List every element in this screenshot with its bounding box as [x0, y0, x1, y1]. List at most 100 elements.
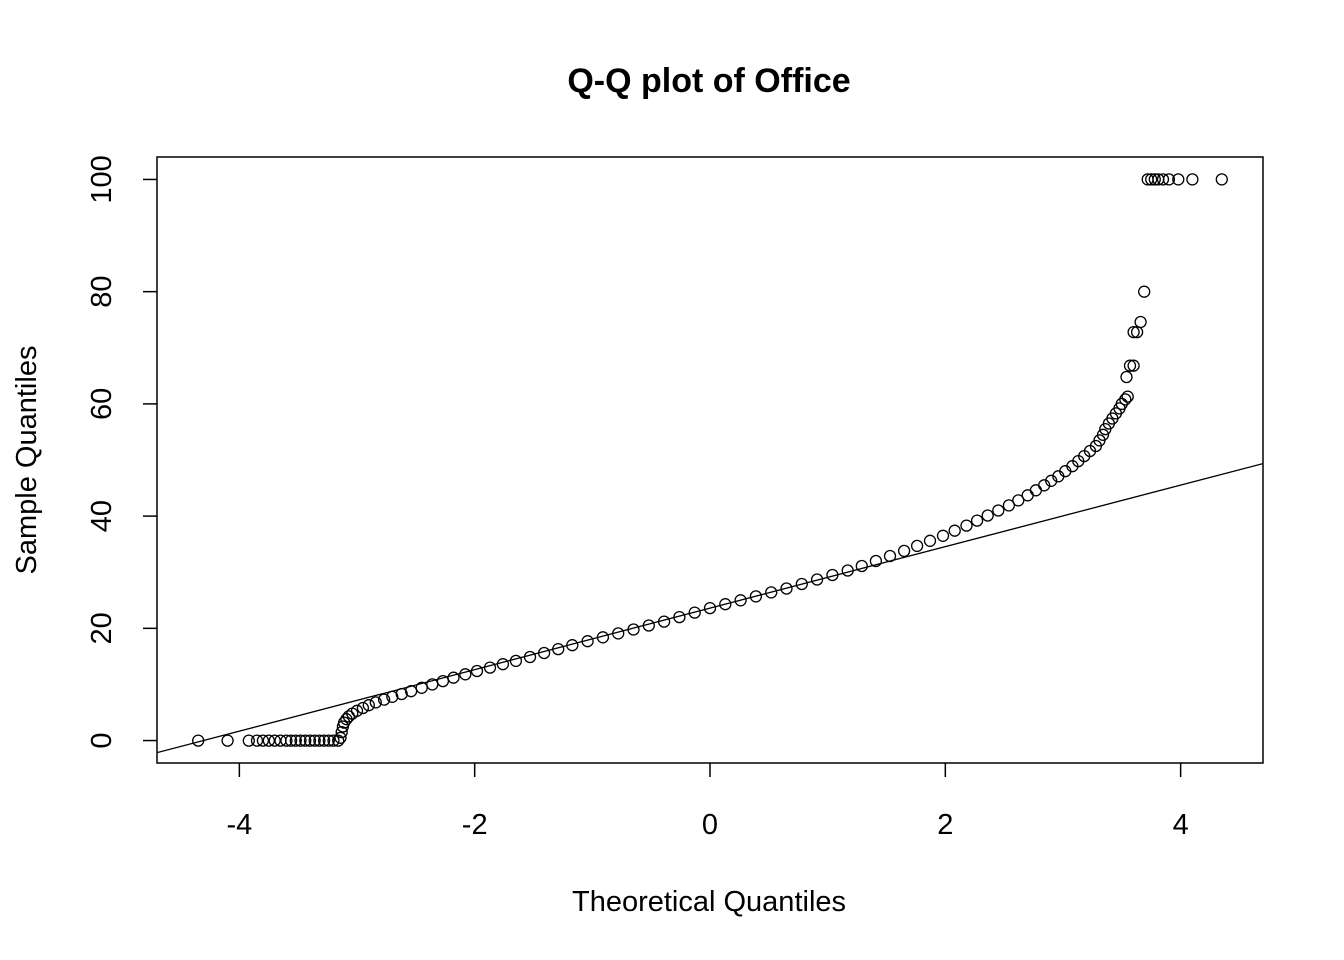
data-point: [1002, 499, 1016, 512]
data-point: [581, 635, 594, 648]
data-point: [749, 590, 763, 603]
data-point: [1156, 173, 1170, 186]
data-point: [256, 734, 270, 747]
data-point: [447, 671, 460, 684]
reference-line: [157, 462, 1263, 754]
data-point: [436, 674, 450, 688]
data-point: [284, 734, 298, 747]
data-point: [1134, 315, 1147, 329]
data-point: [960, 519, 973, 532]
data-point: [657, 615, 671, 628]
data-point: [395, 687, 408, 701]
data-point: [936, 529, 950, 542]
data-point: [1029, 484, 1043, 497]
data-point: [1186, 173, 1199, 186]
data-point: [869, 554, 883, 568]
data-point: [332, 734, 345, 747]
y-tick-label: 20: [86, 612, 118, 644]
data-point: [1123, 359, 1137, 372]
x-tick-label: 2: [937, 809, 953, 841]
data-point: [369, 696, 382, 709]
data-point: [673, 610, 686, 624]
data-point: [992, 504, 1005, 517]
data-point: [509, 654, 523, 668]
data-point: [883, 549, 897, 563]
data-point: [627, 623, 640, 636]
x-tick-label: -2: [462, 809, 488, 841]
data-point: [470, 664, 484, 678]
data-point: [342, 710, 355, 723]
data-point: [1145, 173, 1158, 186]
data-point: [242, 734, 255, 747]
y-axis-label: Sample Quantiles: [11, 346, 43, 575]
data-point: [262, 734, 275, 747]
data-point: [221, 734, 234, 747]
data-point: [948, 524, 961, 537]
data-point: [596, 631, 610, 644]
data-point: [1045, 474, 1058, 487]
data-point: [317, 734, 331, 747]
y-tick-label: 80: [86, 276, 118, 308]
x-axis-label: Theoretical Quantiles: [572, 886, 846, 918]
data-point: [335, 725, 348, 739]
data-point: [642, 619, 655, 632]
data-point: [810, 573, 824, 586]
data-point: [1119, 393, 1132, 406]
data-point: [268, 734, 281, 747]
data-point: [1012, 494, 1025, 507]
data-point: [841, 564, 854, 577]
data-point: [765, 586, 778, 599]
data-point: [313, 734, 326, 747]
data-point: [1121, 390, 1134, 403]
data-point: [334, 731, 347, 744]
data-point: [780, 582, 793, 595]
plot-frame: [156, 156, 1264, 764]
x-tick-label: -4: [226, 809, 252, 841]
data-point: [910, 539, 924, 553]
data-point: [289, 734, 302, 747]
data-point: [897, 544, 911, 558]
data-point: [1096, 428, 1110, 441]
data-point: [404, 685, 418, 698]
y-tick-label: 100: [86, 155, 118, 203]
chart-title: Q-Q plot of Office: [567, 62, 850, 100]
data-point: [734, 594, 747, 607]
data-point: [377, 693, 391, 706]
data-point: [855, 559, 868, 573]
data-point: [356, 701, 370, 715]
data-point: [496, 658, 510, 671]
data-point: [566, 639, 579, 652]
data-point: [719, 598, 732, 611]
data-point: [459, 668, 472, 681]
data-point: [923, 534, 937, 547]
data-point: [483, 661, 497, 674]
data-point: [1127, 359, 1140, 372]
x-axis: -4 -2 0 2 4: [226, 763, 1189, 841]
data-point: [795, 577, 808, 591]
data-point: [303, 734, 317, 747]
x-tick-label: 0: [702, 809, 718, 841]
data-point: [362, 699, 375, 712]
data-point: [1120, 370, 1133, 384]
data-point: [552, 642, 565, 656]
data-point: [523, 650, 537, 664]
data-point: [981, 509, 994, 522]
data-point: [322, 734, 335, 747]
data-point: [299, 734, 312, 747]
data-point: [537, 646, 551, 660]
data-point: [1021, 489, 1034, 502]
data-point: [308, 734, 321, 747]
x-tick-label: 4: [1173, 809, 1189, 841]
data-point: [612, 627, 625, 640]
data-point: [1215, 173, 1228, 186]
data-point: [1172, 173, 1185, 186]
data-point: [327, 734, 340, 747]
data-points: [192, 173, 1228, 747]
y-tick-label: 0: [86, 732, 118, 748]
data-point: [826, 568, 839, 582]
data-point: [280, 734, 293, 747]
data-point: [688, 606, 701, 619]
data-point: [1038, 479, 1051, 492]
data-point: [1138, 285, 1151, 298]
